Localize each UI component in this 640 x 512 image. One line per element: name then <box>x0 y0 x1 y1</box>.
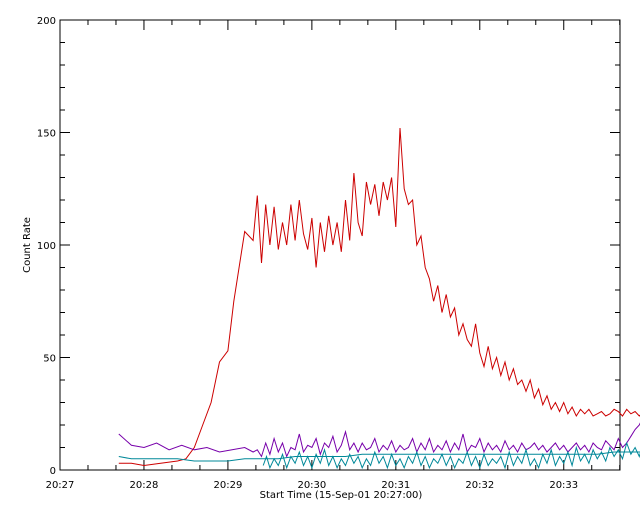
series-line-2 <box>118 422 640 458</box>
series-group <box>118 127 640 470</box>
y-tick-label: 50 <box>43 354 56 365</box>
x-tick-label: 20:31 <box>381 480 410 491</box>
x-axis-label: Start Time (15-Sep-01 20:27:00) <box>260 490 423 501</box>
y-tick-label: 100 <box>37 241 56 252</box>
x-tick-label: 20:30 <box>297 480 326 491</box>
y-axis: 0 50 100 150 200 <box>37 16 620 477</box>
series-line-1 <box>118 127 640 467</box>
series-line-3 <box>118 451 640 462</box>
x-tick-label: 20:27 <box>46 480 75 491</box>
y-tick-label: 200 <box>37 16 56 27</box>
x-tick-label: 20:28 <box>130 480 159 491</box>
x-axis: 20:27 20:28 20:29 20:30 20:31 20:32 20:33 <box>46 20 621 491</box>
x-tick-label: 20:32 <box>465 480 494 491</box>
series-line-4 <box>262 441 640 470</box>
x-tick-label: 20:33 <box>549 480 578 491</box>
y-tick-label: 0 <box>50 466 56 477</box>
x-tick-label: 20:29 <box>214 480 243 491</box>
y-tick-label: 150 <box>37 129 56 140</box>
y-axis-label: Count Rate <box>22 217 33 273</box>
